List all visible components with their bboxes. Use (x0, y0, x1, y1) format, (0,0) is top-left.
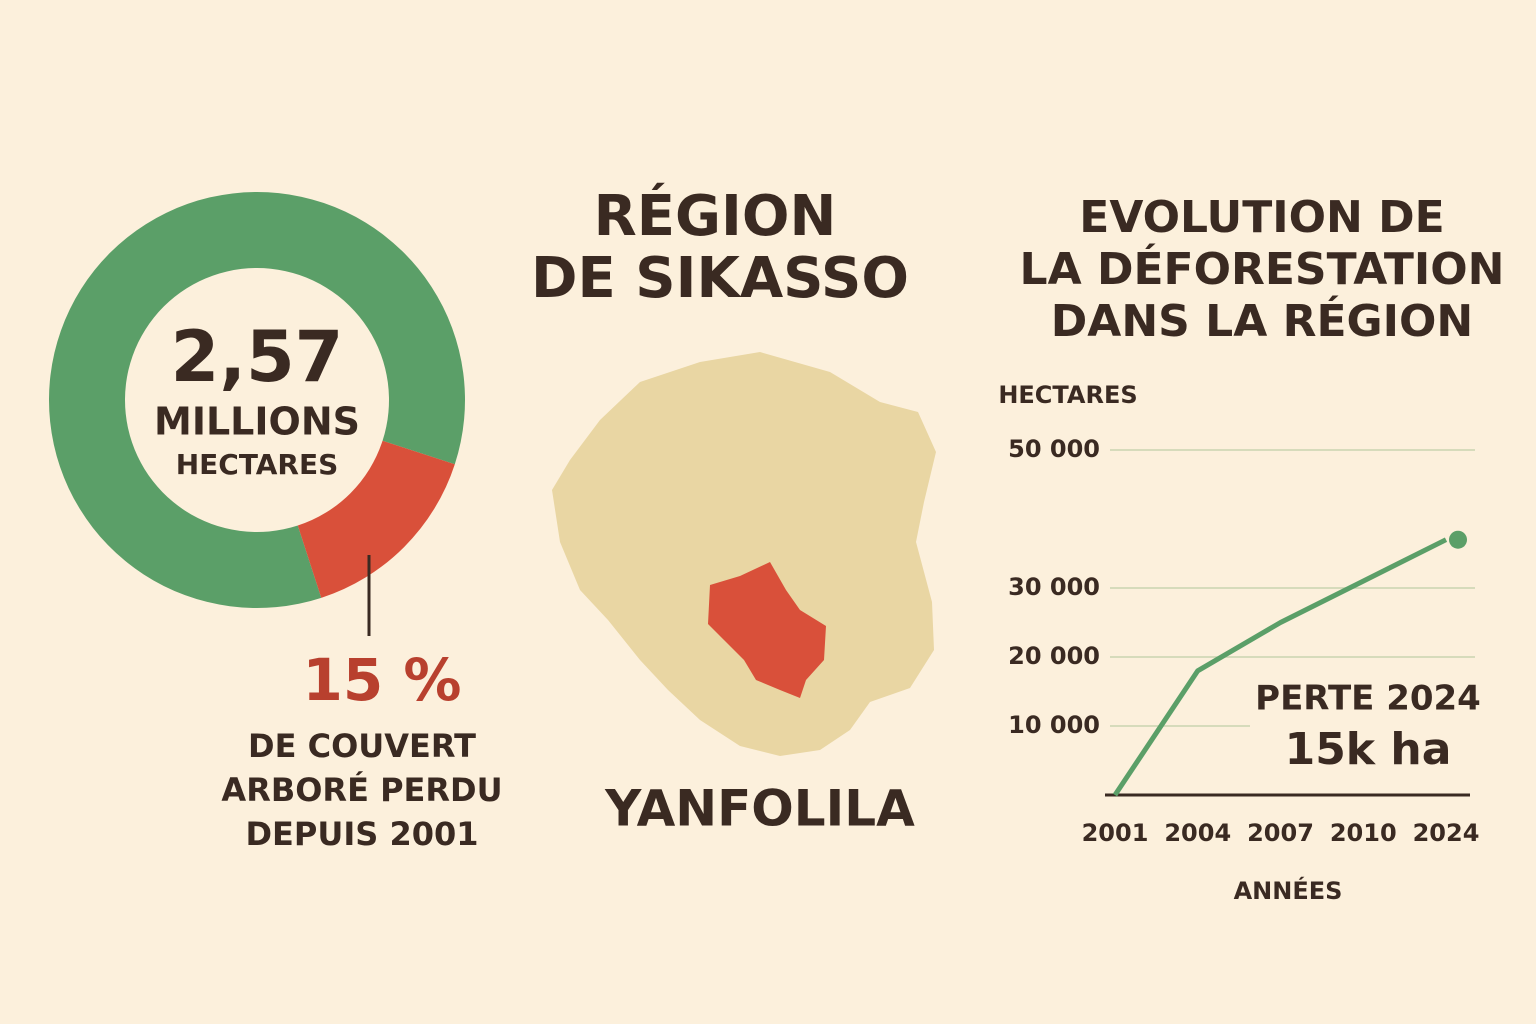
center-label: HECTARES (176, 448, 339, 481)
y-axis-label: HECTARES (998, 381, 1137, 409)
region-map (552, 352, 936, 756)
x-tick-label: 2010 (1330, 819, 1397, 847)
yanfolila-area (708, 562, 826, 698)
chart-title: EVOLUTION DE (1079, 192, 1444, 243)
x-tick-label: 2024 (1413, 819, 1480, 847)
annotation-bg (1250, 670, 1480, 782)
chart-title: LA DÉFORESTATION (1020, 242, 1505, 295)
center-value: 2,57 (171, 316, 344, 398)
map-label: YANFOLILA (604, 780, 915, 838)
map-title: DE SIKASSO (531, 246, 909, 311)
x-tick-label: 2001 (1082, 819, 1149, 847)
x-axis-label: ANNÉES (1234, 876, 1343, 905)
end-point (1449, 530, 1467, 549)
y-tick-label: 50 000 (1008, 435, 1100, 463)
donut-slice (297, 440, 455, 598)
caption: DE COUVERT (248, 727, 476, 765)
data-line (1112, 537, 1448, 797)
caption: ARBORÉ PERDU (221, 771, 502, 809)
annotation: 15k ha (1285, 724, 1452, 775)
annotation: PERTE 2024 (1255, 679, 1481, 719)
caption: DEPUIS 2001 (245, 815, 478, 853)
chart-title: DANS LA RÉGION (1051, 294, 1473, 347)
value-label: 15 % (302, 646, 461, 714)
y-tick-label: 10 000 (1008, 711, 1100, 739)
donut-slice (49, 192, 465, 608)
x-tick-label: 2007 (1247, 819, 1314, 847)
center-label: MILLIONS (154, 400, 360, 444)
y-tick-label: 20 000 (1008, 642, 1100, 670)
x-tick-label: 2004 (1164, 819, 1231, 847)
map-title: RÉGION (594, 183, 837, 249)
y-tick-label: 30 000 (1008, 573, 1100, 601)
